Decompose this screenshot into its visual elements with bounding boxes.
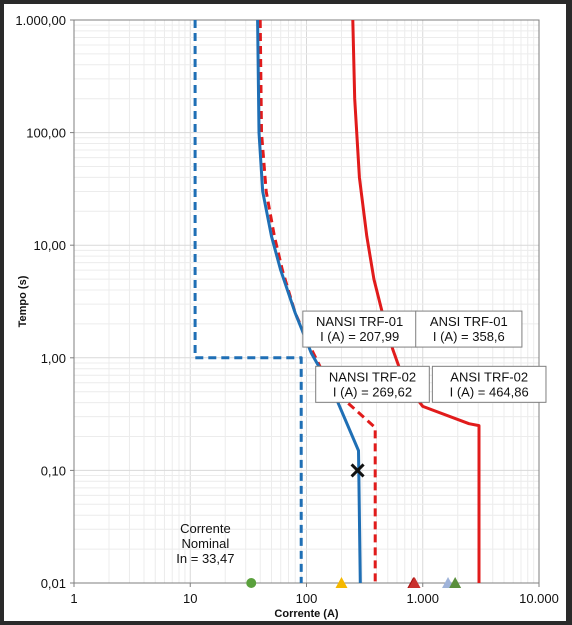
x-tick-label: 100 [296,591,318,606]
x-tick-label: 10.000 [519,591,559,606]
annotation-text: ANSI TRF-01 [430,314,508,329]
annotation-box [431,365,547,403]
annotation-text: Nominal [182,536,230,551]
series-curve-1 [351,19,481,583]
annotation-box [315,365,430,403]
x-axis-label: Corrente (A) [274,608,339,620]
y-tick-label: 0,01 [41,576,66,591]
x-tick-label: 1.000 [406,591,439,606]
annotation-text: I (A) = 269,62 [333,384,412,399]
y-tick-label: 100,00 [26,126,66,141]
data-point-marker [350,463,365,478]
annotation-text: I (A) = 207,99 [320,329,399,344]
annotation-text: NANSI TRF-02 [329,369,416,384]
y-tick-label: 1,00 [41,351,66,366]
annotation-text: Corrente [180,521,231,536]
series-curve-4 [193,20,303,583]
y-tick-label: 1.000,00 [15,13,66,28]
annotation-text: ANSI TRF-02 [450,369,528,384]
y-tick-label: 0,10 [41,463,66,478]
chart-panel: 1 10 100 1.000 10.000 0,01 0,10 1,00 10,00 100,00… [4,4,566,621]
x-tick-label: 10 [183,591,197,606]
data-point-marker [246,578,257,588]
annotation-text: In = 33,47 [176,551,234,566]
protection-coordination-chart: 1 10 100 1.000 10.000 0,01 0,10 1,00 10,00 100,00… [15,13,559,620]
annotation-text: NANSI TRF-01 [316,314,403,329]
x-tick-label: 1 [70,591,77,606]
data-point-marker [335,577,348,588]
annotation-text: I (A) = 464,86 [450,384,529,399]
annotation-text: I (A) = 358,6 [433,329,505,344]
data-point-marker [408,577,421,588]
y-tick-label: 10,00 [33,238,66,253]
annotation-box [415,310,523,348]
annotation-box [302,310,417,348]
series-curve-3 [256,19,362,584]
y-axis-label: Tempo (s) [17,275,29,327]
data-point-marker [449,577,462,588]
